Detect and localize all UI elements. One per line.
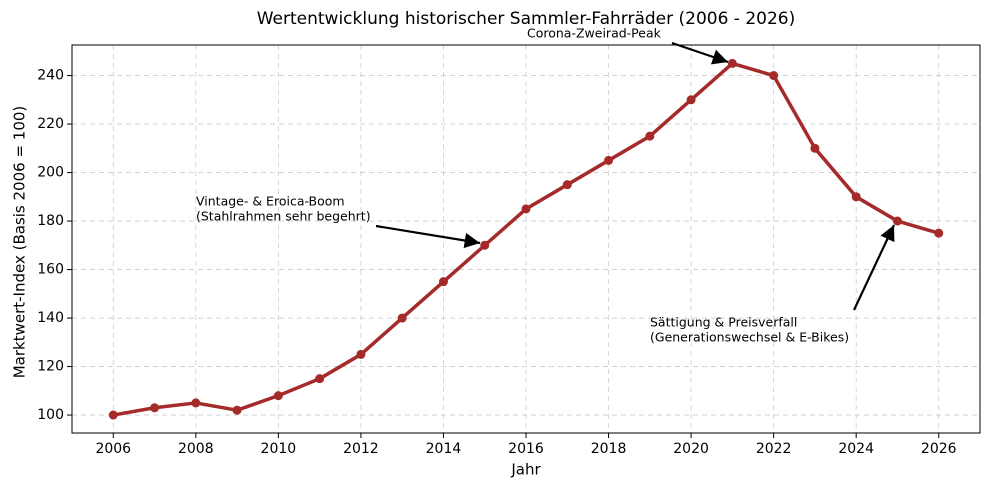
- y-axis-label: Marktwert-Index (Basis 2006 = 100): [11, 106, 29, 379]
- data-point: [562, 180, 572, 190]
- data-point: [521, 204, 531, 214]
- data-point: [191, 398, 201, 408]
- annotation-arrow: [853, 224, 895, 311]
- annotation-text: (Generationswechsel & E-Bikes): [650, 330, 849, 345]
- chart-title: Wertentwicklung historischer Sammler-Fah…: [257, 9, 796, 29]
- x-tick-label: 2020: [673, 441, 709, 457]
- x-tick-label: 2010: [261, 441, 297, 457]
- annotation-arrow: [671, 41, 729, 65]
- data-point: [604, 155, 614, 165]
- y-tick-label: 180: [37, 213, 64, 229]
- data-point: [273, 391, 283, 401]
- data-point: [232, 405, 242, 415]
- x-tick-label: 2012: [343, 441, 379, 457]
- data-point: [645, 131, 655, 141]
- annotation-text: Vintage- & Eroica-Boom: [196, 194, 345, 209]
- data-point: [438, 277, 448, 287]
- y-tick-label: 140: [37, 310, 64, 326]
- y-tick-label: 200: [37, 165, 64, 181]
- data-point: [480, 240, 490, 250]
- x-tick-label: 2024: [838, 441, 874, 457]
- data-point: [769, 71, 779, 81]
- y-tick-label: 160: [37, 262, 64, 278]
- x-tick-label: 2022: [756, 441, 792, 457]
- annotation-text: (Stahlrahmen sehr begehrt): [196, 209, 371, 224]
- data-point: [686, 95, 696, 105]
- data-point: [851, 192, 861, 202]
- annotation-text: Corona-Zweirad-Peak: [527, 26, 662, 41]
- data-point: [892, 216, 902, 226]
- y-tick-label: 120: [37, 359, 64, 375]
- data-point: [315, 374, 325, 384]
- data-point: [397, 313, 407, 323]
- x-axis-label: Jahr: [510, 461, 541, 479]
- y-tick-label: 100: [37, 407, 64, 423]
- annotation-arrow: [375, 224, 481, 249]
- x-tick-label: 2016: [508, 441, 544, 457]
- x-tick-label: 2026: [921, 441, 957, 457]
- data-point: [810, 143, 820, 153]
- data-point: [934, 228, 944, 238]
- y-tick-label: 240: [37, 68, 64, 84]
- plot-frame: [71, 44, 981, 434]
- x-tick-label: 2018: [591, 441, 627, 457]
- data-point: [108, 410, 118, 420]
- x-tick-label: 2006: [95, 441, 131, 457]
- x-tick-label: 2014: [426, 441, 462, 457]
- y-tick-label: 220: [37, 116, 64, 132]
- x-tick-label: 2008: [178, 441, 214, 457]
- data-point: [150, 403, 160, 413]
- annotation-text: Sättigung & Preisverfall: [650, 315, 797, 330]
- data-point: [727, 58, 737, 68]
- data-point: [356, 349, 366, 359]
